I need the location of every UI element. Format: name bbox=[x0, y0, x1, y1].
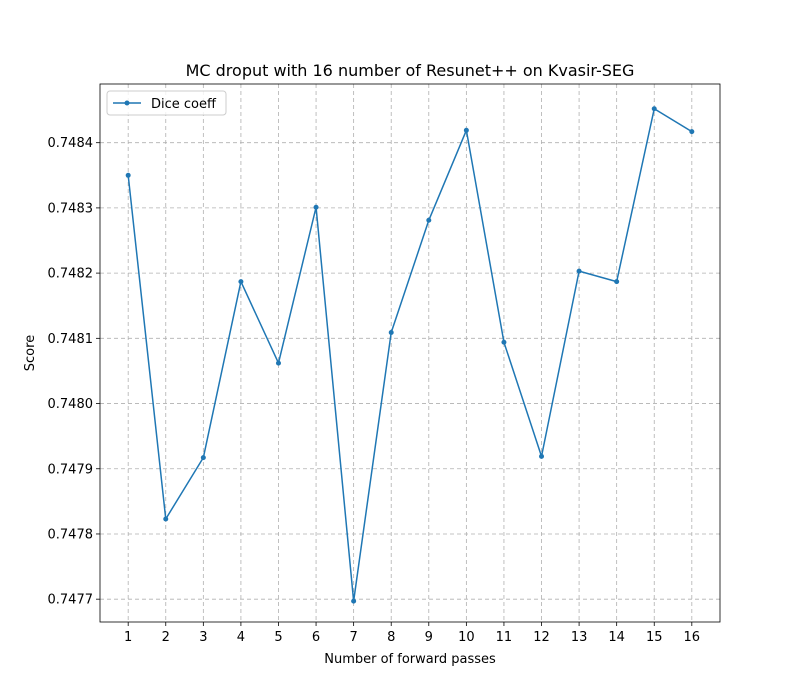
data-point bbox=[125, 172, 131, 178]
x-tick-label: 12 bbox=[533, 630, 550, 645]
x-tick-label: 9 bbox=[425, 630, 433, 645]
data-point bbox=[351, 598, 357, 604]
data-point bbox=[614, 279, 620, 285]
y-tick-label: 0.7481 bbox=[48, 332, 94, 347]
axis-ticks: 1 2 3 4 5 6 7 8 9 10 11 12 13 14 15 160.74770.74780.747… bbox=[48, 136, 701, 645]
data-point bbox=[275, 360, 281, 366]
x-tick-label: 1 bbox=[124, 630, 132, 645]
legend-marker-swatch bbox=[124, 100, 130, 106]
x-tick-label: 3 bbox=[199, 630, 207, 645]
data-point bbox=[539, 453, 545, 459]
data-point bbox=[200, 455, 206, 461]
y-axis-label: Score bbox=[23, 335, 38, 371]
x-tick-label: 10 bbox=[458, 630, 475, 645]
series-line bbox=[127, 108, 693, 602]
x-tick-label: 14 bbox=[608, 630, 625, 645]
x-tick-label: 15 bbox=[646, 630, 663, 645]
plot-frame bbox=[99, 83, 721, 623]
x-tick-label: 4 bbox=[237, 630, 245, 645]
data-point bbox=[651, 106, 657, 112]
x-tick-label: 6 bbox=[312, 630, 320, 645]
x-tick-label: 16 bbox=[684, 630, 701, 645]
x-axis-label: Number of forward passes bbox=[324, 652, 496, 667]
data-point bbox=[313, 204, 319, 210]
y-tick-label: 0.7483 bbox=[48, 201, 94, 216]
y-tick-label: 0.7482 bbox=[48, 267, 94, 282]
x-tick-label: 11 bbox=[496, 630, 513, 645]
y-tick-label: 0.7484 bbox=[48, 136, 94, 151]
legend-label: Dice coeff bbox=[151, 97, 217, 112]
x-tick-label: 8 bbox=[387, 630, 395, 645]
x-tick-label: 5 bbox=[274, 630, 282, 645]
legend-box bbox=[106, 90, 227, 116]
data-point bbox=[238, 279, 244, 285]
data-point bbox=[689, 129, 695, 135]
series-layer bbox=[125, 106, 695, 604]
legend: Dice coeff bbox=[106, 90, 227, 116]
y-tick-label: 0.7479 bbox=[48, 462, 94, 477]
data-point bbox=[463, 127, 469, 133]
data-point bbox=[576, 268, 582, 274]
data-point bbox=[501, 339, 507, 345]
data-point bbox=[388, 329, 394, 335]
y-tick-label: 0.7480 bbox=[48, 397, 94, 412]
chart-title: MC droput with 16 number of Resunet++ on… bbox=[186, 61, 635, 80]
x-tick-label: 13 bbox=[571, 630, 588, 645]
grid-lines bbox=[100, 84, 720, 622]
x-tick-label: 2 bbox=[162, 630, 170, 645]
x-tick-label: 7 bbox=[349, 630, 357, 645]
y-tick-label: 0.7477 bbox=[48, 593, 94, 608]
y-tick-label: 0.7478 bbox=[48, 527, 94, 542]
data-point bbox=[426, 217, 432, 223]
data-point bbox=[163, 516, 169, 522]
